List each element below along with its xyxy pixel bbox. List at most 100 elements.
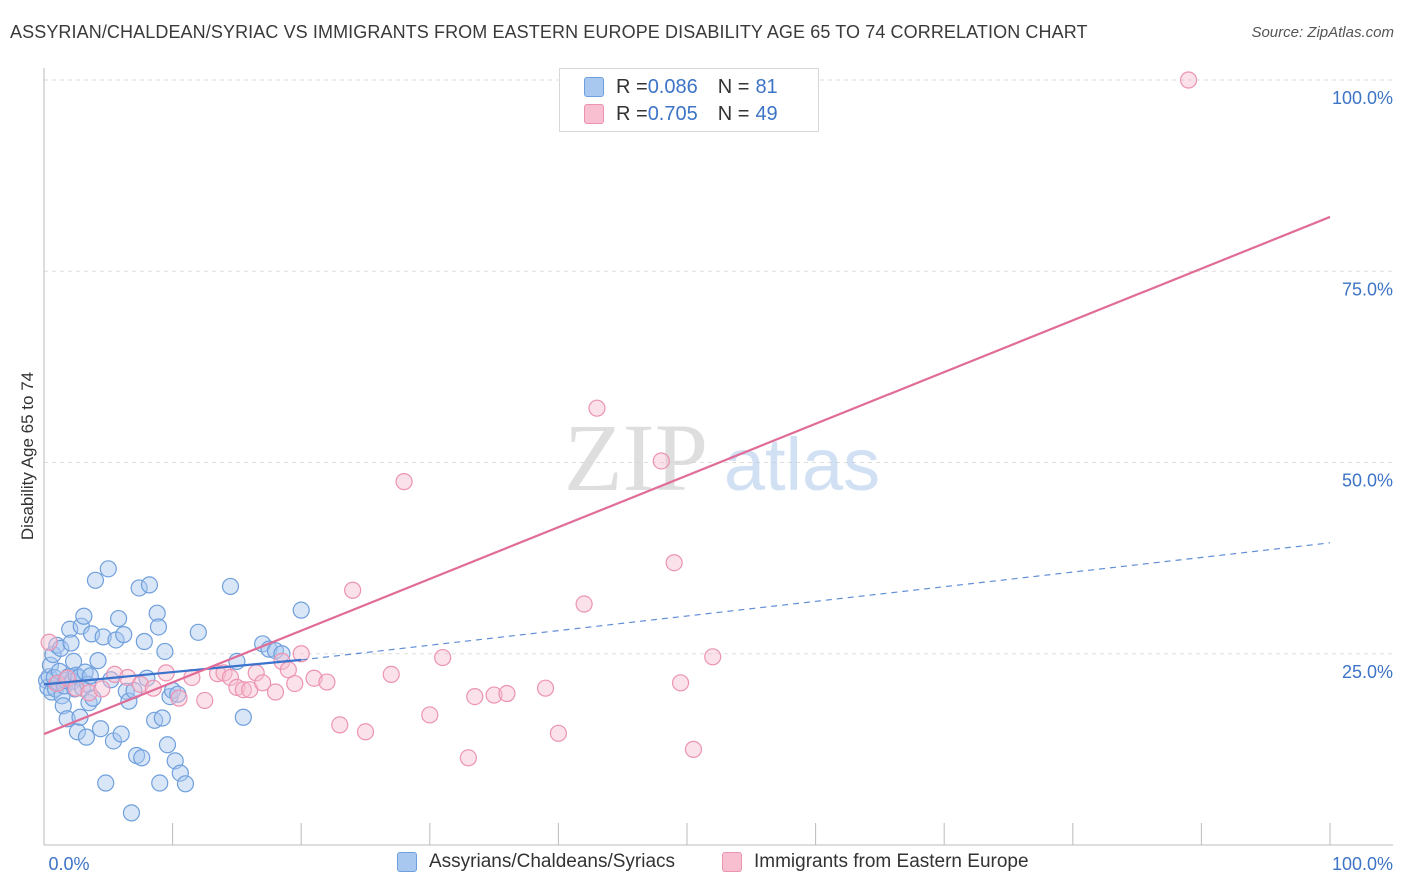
y-tick-label: 25.0% [1342,662,1393,682]
data-point-eastern-europe [286,674,304,693]
data-point-eastern-europe [466,687,484,706]
data-point-eastern-europe [344,581,362,599]
series-legend-item-assyrians: Assyrians/Chaldeans/Syriacs [397,851,675,873]
data-point-eastern-europe [80,684,98,702]
data-point-assyrians [135,632,153,651]
data-point-assyrians [64,652,83,671]
data-point-eastern-europe [704,648,722,666]
axes [43,68,1393,846]
data-point-assyrians [89,652,107,670]
gridlines [44,79,1393,655]
legend-r-label: R = [616,75,648,98]
data-point-eastern-europe [652,452,670,470]
source-label: Source: ZipAtlas.com [1251,24,1394,41]
data-point-eastern-europe [575,595,593,613]
data-point-assyrians [94,628,112,646]
data-point-eastern-europe [234,681,252,699]
x-tick-label: 100.0% [1332,854,1393,874]
data-point-eastern-europe [93,680,111,698]
data-point-assyrians [112,725,130,743]
watermark-zip: ZIP [564,404,708,511]
series-legend: Assyrians/Chaldeans/Syriacs Immigrants f… [0,851,1406,877]
data-point-assyrians [149,618,168,636]
data-point-eastern-europe [536,679,555,697]
series-legend-swatch-blue [397,852,417,872]
data-point-assyrians [153,709,171,727]
legend-row-assyrians: R = 0.086 N = 81 [584,75,778,99]
trend-line-assyrians-extended [301,542,1331,661]
data-point-assyrians [176,775,195,793]
data-point-eastern-europe [684,740,703,758]
data-point-assyrians [99,560,117,578]
data-point-eastern-europe [459,749,477,767]
data-point-eastern-europe [498,684,516,703]
data-point-eastern-europe [196,691,214,710]
chart-title: ASSYRIAN/CHALDEAN/SYRIAC VS IMMIGRANTS F… [10,22,1088,42]
data-point-assyrians [189,623,207,641]
data-point-assyrians [151,774,169,792]
data-point-assyrians [171,764,189,782]
data-point-eastern-europe [266,683,285,701]
data-point-assyrians [97,774,115,792]
data-point-eastern-europe [254,674,272,692]
legend-n-value: 81 [755,75,778,98]
series-legend-swatch-pink [722,852,742,872]
y-tick-label: 75.0% [1342,279,1393,299]
data-point-eastern-europe [356,723,375,741]
data-point-assyrians [54,697,72,715]
legend-r-value: 0.705 [647,102,698,125]
trend-line-eastern-europe [43,215,1331,736]
data-point-assyrians [221,577,240,596]
data-point-eastern-europe [331,716,349,734]
trend-lines [43,215,1331,736]
correlation-legend: R = 0.086 N = 81 R = 0.705 N = 49 [559,68,819,132]
data-point-assyrians [77,728,96,746]
data-point-eastern-europe [292,645,310,663]
data-point-eastern-europe [209,665,227,683]
data-point-assyrians [140,576,159,594]
data-point-assyrians [158,736,177,754]
legend-swatch-pink [584,104,604,124]
data-point-eastern-europe [40,633,58,651]
data-point-eastern-europe [170,689,188,707]
data-point-assyrians [133,749,151,767]
data-point-eastern-europe [395,473,413,491]
y-tick-label: 50.0% [1342,471,1393,491]
legend-row-eastern-europe: R = 0.705 N = 49 [584,102,778,126]
data-point-eastern-europe [671,674,690,692]
legend-r-label: R = [616,102,648,125]
legend-n-label: N = [717,75,750,98]
legend-r-value: 0.086 [647,75,698,98]
data-point-eastern-europe [318,673,336,691]
legend-n-value: 49 [755,102,778,125]
watermark-atlas: atlas [724,423,880,506]
series-legend-label: Immigrants from Eastern Europe [754,851,1029,872]
data-point-eastern-europe [421,706,439,724]
data-point-assyrians [62,634,80,652]
data-point-assyrians [86,571,105,589]
trend-line-assyrians [43,658,302,686]
data-point-assyrians [91,720,110,738]
data-point-assyrians [156,642,174,661]
legend-n-label: N = [717,102,750,125]
data-point-eastern-europe [305,669,323,687]
data-point-assyrians [234,708,252,726]
data-point-eastern-europe [549,724,568,742]
y-axis-label: Disability Age 65 to 74 [18,371,37,541]
data-point-assyrians [292,601,310,619]
series-legend-item-eastern-europe: Immigrants from Eastern Europe [722,851,1029,873]
data-point-assyrians [148,604,166,622]
data-point-assyrians [115,626,133,644]
data-point-eastern-europe [1179,71,1198,89]
tick-labels: 25.0% 50.0% 75.0% 100.0% 0.0% 100.0% [48,88,1393,874]
data-point-assyrians [130,579,148,597]
data-point-eastern-europe [588,399,606,417]
y-tick-label: 100.0% [1332,88,1393,108]
series-legend-label: Assyrians/Chaldeans/Syriacs [429,851,676,872]
legend-swatch-blue [584,77,604,97]
data-point-eastern-europe [221,668,240,687]
data-point-eastern-europe [131,675,150,693]
data-point-assyrians [68,723,87,741]
data-point-eastern-europe [382,665,400,684]
